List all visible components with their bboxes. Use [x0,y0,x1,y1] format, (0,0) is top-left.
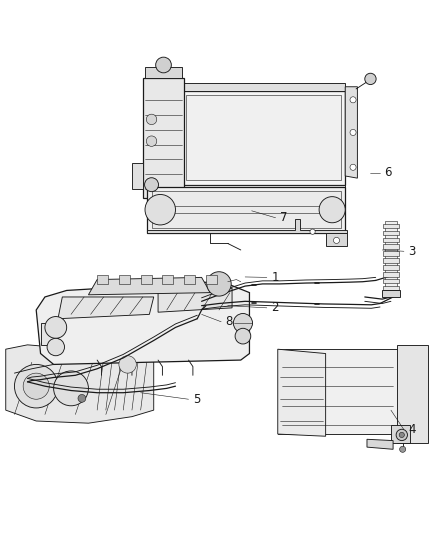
Circle shape [319,197,345,223]
Circle shape [396,429,407,441]
Polygon shape [182,91,345,184]
Circle shape [45,317,67,338]
Polygon shape [383,252,399,256]
Polygon shape [206,275,217,284]
Circle shape [14,365,58,408]
Circle shape [155,57,171,73]
Text: 4: 4 [408,423,416,436]
Polygon shape [186,95,341,180]
Polygon shape [184,275,195,284]
Polygon shape [182,83,345,91]
Polygon shape [383,265,399,270]
Circle shape [146,136,157,147]
Circle shape [119,356,136,373]
Circle shape [365,73,376,85]
Polygon shape [367,439,393,449]
Polygon shape [58,297,154,319]
Polygon shape [141,275,152,284]
Polygon shape [132,163,143,189]
Polygon shape [383,231,399,235]
Text: 8: 8 [226,316,233,328]
Polygon shape [383,272,399,277]
Text: 3: 3 [408,245,416,258]
Polygon shape [147,220,347,232]
Polygon shape [345,87,357,178]
Polygon shape [383,279,399,284]
Circle shape [23,373,49,399]
Circle shape [310,229,315,235]
Polygon shape [147,187,345,232]
Polygon shape [382,290,399,297]
Polygon shape [145,67,182,78]
Circle shape [233,313,253,333]
Text: 7: 7 [280,211,287,224]
Polygon shape [88,277,210,295]
Polygon shape [325,232,347,246]
Polygon shape [119,275,130,284]
Circle shape [145,195,176,225]
Polygon shape [36,282,250,365]
Circle shape [350,164,356,171]
Polygon shape [391,425,410,443]
Text: 2: 2 [271,301,279,314]
Polygon shape [383,238,399,241]
Polygon shape [397,345,428,443]
Polygon shape [383,223,399,228]
Polygon shape [143,78,184,198]
Circle shape [207,272,231,296]
Polygon shape [383,245,399,249]
Circle shape [350,97,356,103]
Circle shape [399,446,406,453]
Polygon shape [278,349,419,434]
Circle shape [146,114,157,125]
Polygon shape [383,286,399,290]
Circle shape [47,338,64,356]
Text: 6: 6 [385,166,392,180]
Polygon shape [162,275,173,284]
Polygon shape [383,259,399,263]
Polygon shape [152,191,341,228]
Text: 5: 5 [193,393,200,406]
Polygon shape [278,349,325,436]
Polygon shape [97,275,108,284]
Circle shape [333,237,339,244]
Circle shape [350,130,356,135]
Polygon shape [385,221,397,290]
Circle shape [399,432,404,438]
Text: 1: 1 [271,271,279,284]
Polygon shape [158,288,232,312]
Polygon shape [6,345,154,423]
Circle shape [53,371,88,406]
Circle shape [78,394,86,402]
Polygon shape [41,323,58,345]
Circle shape [145,177,159,192]
Circle shape [235,328,251,344]
Polygon shape [182,184,345,190]
